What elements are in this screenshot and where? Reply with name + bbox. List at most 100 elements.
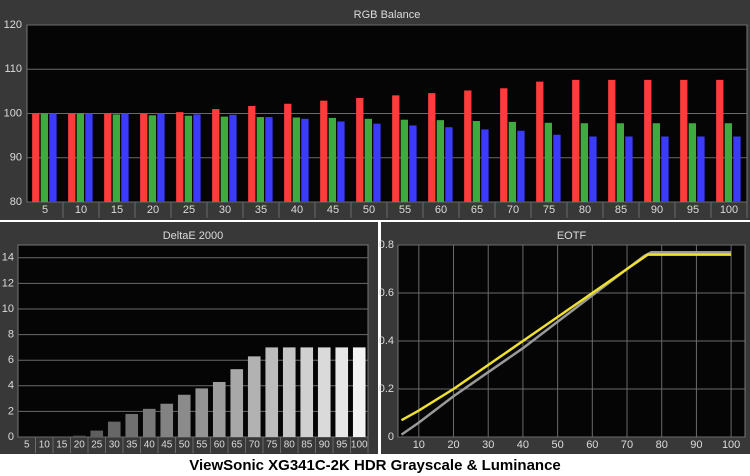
x-tick-label: 80 bbox=[656, 439, 668, 451]
y-tick-label: 10 bbox=[2, 303, 14, 315]
bar bbox=[481, 129, 489, 202]
x-tick-label: 40 bbox=[291, 204, 303, 216]
bar bbox=[589, 136, 597, 202]
x-tick-label: 35 bbox=[255, 204, 267, 216]
bar bbox=[328, 117, 336, 202]
bar bbox=[733, 136, 741, 202]
bar bbox=[212, 381, 226, 437]
x-tick-label: 45 bbox=[327, 204, 339, 216]
caption-bg bbox=[0, 454, 750, 476]
bar bbox=[553, 134, 561, 202]
bar bbox=[500, 88, 508, 202]
bar bbox=[317, 347, 331, 437]
bar bbox=[72, 435, 86, 437]
bar bbox=[608, 79, 616, 202]
x-tick-label: 10 bbox=[39, 440, 51, 451]
x-tick-label: 75 bbox=[266, 440, 278, 451]
bar bbox=[195, 388, 209, 437]
bar bbox=[445, 127, 453, 202]
bar bbox=[625, 136, 633, 202]
bar bbox=[282, 347, 296, 437]
bar bbox=[247, 356, 261, 437]
bar bbox=[265, 347, 279, 437]
y-tick-label: 0 bbox=[388, 431, 394, 443]
bar bbox=[436, 120, 444, 202]
bar bbox=[148, 115, 156, 202]
bar bbox=[724, 123, 732, 202]
x-tick-label: 50 bbox=[363, 204, 375, 216]
bar bbox=[284, 103, 292, 202]
x-tick-label: 60 bbox=[214, 440, 226, 451]
bar bbox=[472, 121, 480, 202]
bar bbox=[352, 347, 366, 437]
x-tick-label: 10 bbox=[75, 204, 87, 216]
x-tick-label: 50 bbox=[551, 439, 563, 451]
x-tick-label: 30 bbox=[109, 440, 121, 451]
bar bbox=[508, 121, 516, 202]
bar bbox=[160, 403, 174, 437]
x-tick-label: 100 bbox=[720, 204, 738, 216]
x-tick-label: 70 bbox=[249, 440, 261, 451]
bar bbox=[337, 121, 345, 202]
y-tick-label: 90 bbox=[10, 152, 22, 164]
x-tick-label: 85 bbox=[301, 440, 313, 451]
bar bbox=[428, 93, 436, 202]
bar bbox=[400, 119, 408, 202]
x-tick-label: 20 bbox=[147, 204, 159, 216]
bar bbox=[580, 123, 588, 202]
bar bbox=[121, 113, 129, 202]
bar bbox=[335, 347, 349, 437]
bar bbox=[392, 95, 400, 202]
bar bbox=[177, 394, 191, 437]
bar bbox=[104, 113, 112, 202]
x-tick-label: 5 bbox=[24, 440, 30, 451]
y-tick-label: 120 bbox=[4, 19, 22, 31]
x-tick-label: 100 bbox=[722, 439, 740, 451]
y-tick-label: 14 bbox=[2, 252, 14, 264]
bar bbox=[652, 123, 660, 202]
chart-title: RGB Balance bbox=[354, 9, 421, 21]
bar bbox=[697, 136, 705, 202]
chart-title: DeltaE 2000 bbox=[163, 230, 224, 242]
x-tick-label: 30 bbox=[482, 439, 494, 451]
x-tick-label: 80 bbox=[284, 440, 296, 451]
bar bbox=[680, 79, 688, 202]
x-tick-label: 45 bbox=[161, 440, 173, 451]
bar bbox=[716, 79, 724, 202]
bar bbox=[688, 123, 696, 202]
caption: ViewSonic XG341C-2K HDR Grayscale & Lumi… bbox=[189, 457, 561, 474]
x-tick-label: 65 bbox=[471, 204, 483, 216]
x-tick-label: 20 bbox=[74, 440, 86, 451]
x-tick-label: 55 bbox=[196, 440, 208, 451]
x-tick-label: 40 bbox=[144, 440, 156, 451]
x-tick-label: 50 bbox=[179, 440, 191, 451]
x-tick-label: 80 bbox=[579, 204, 591, 216]
plot-area bbox=[17, 244, 369, 438]
bar bbox=[644, 79, 652, 202]
y-tick-label: 12 bbox=[2, 277, 14, 289]
x-tick-label: 60 bbox=[435, 204, 447, 216]
y-tick-label: 0.6 bbox=[379, 287, 394, 299]
x-tick-label: 25 bbox=[183, 204, 195, 216]
bar bbox=[140, 113, 148, 202]
y-tick-label: 110 bbox=[4, 63, 22, 75]
bar bbox=[248, 105, 256, 202]
bar bbox=[265, 117, 273, 202]
y-tick-label: 0.2 bbox=[379, 383, 394, 395]
y-tick-label: 0.4 bbox=[379, 335, 394, 347]
bar bbox=[256, 117, 264, 202]
bar bbox=[230, 369, 244, 437]
x-tick-label: 75 bbox=[543, 204, 555, 216]
bar bbox=[373, 123, 381, 202]
x-tick-label: 40 bbox=[517, 439, 529, 451]
y-tick-label: 100 bbox=[4, 107, 22, 119]
bar bbox=[301, 118, 309, 202]
x-tick-label: 5 bbox=[42, 204, 48, 216]
bar bbox=[464, 90, 472, 202]
bar bbox=[32, 113, 40, 202]
bar bbox=[409, 125, 417, 202]
bar bbox=[212, 109, 220, 202]
x-tick-label: 10 bbox=[413, 439, 425, 451]
bar bbox=[49, 113, 57, 202]
